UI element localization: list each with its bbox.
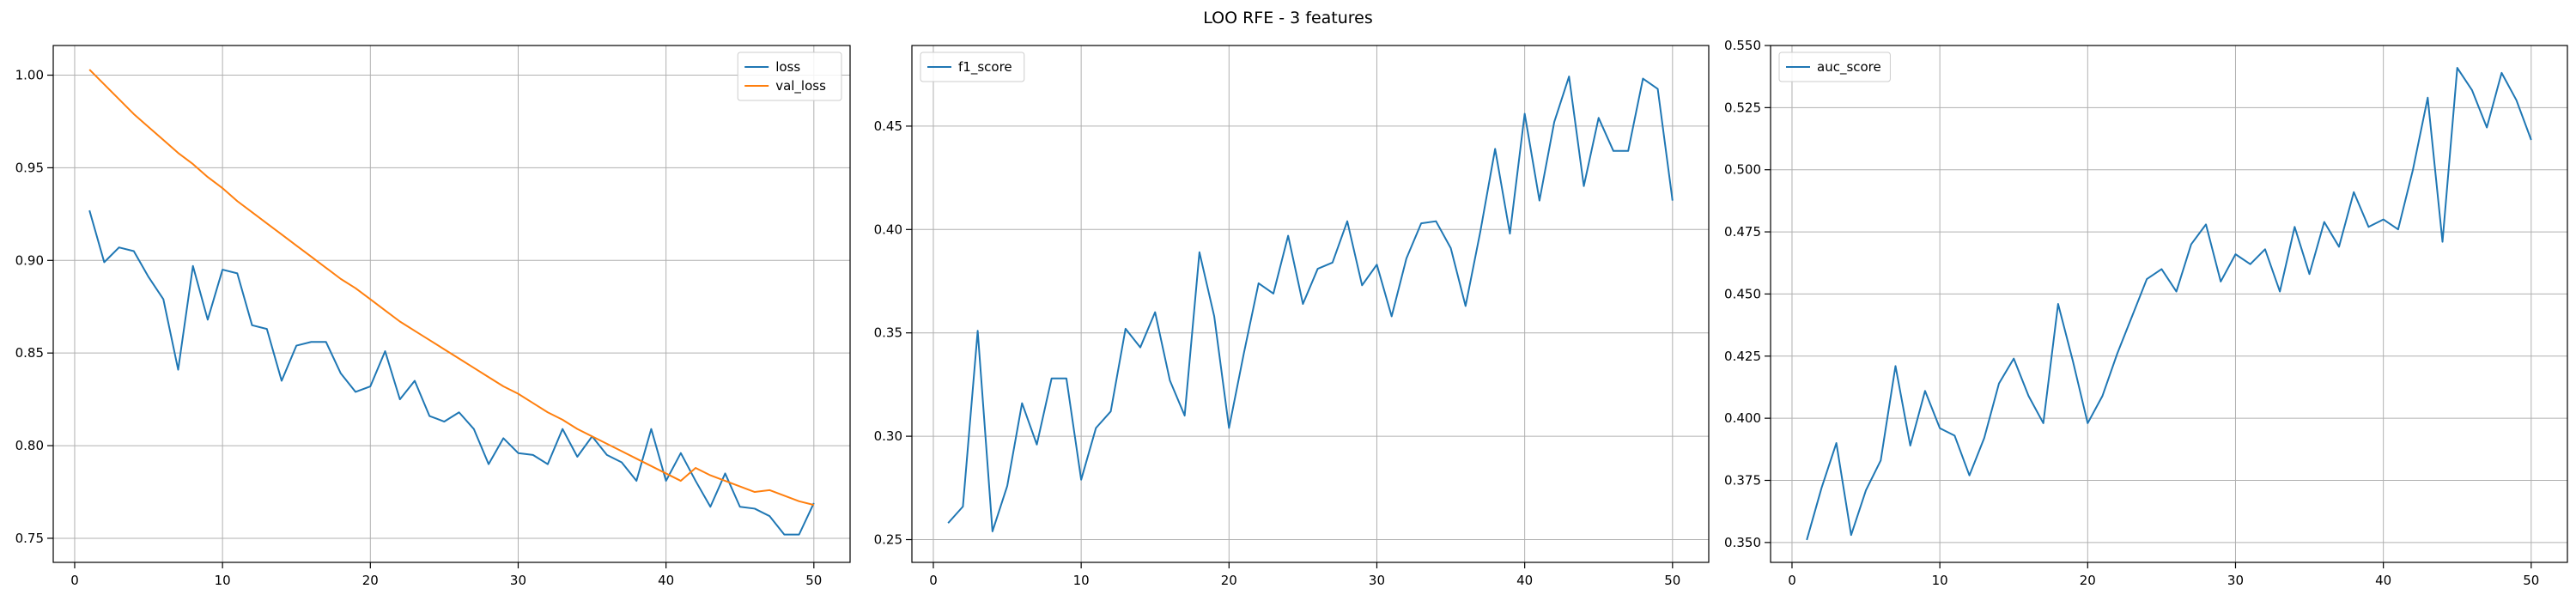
chart-0-y-tick-label-4: 0.95	[15, 160, 44, 175]
chart-0-series-line-loss	[88, 209, 815, 536]
chart-1-x-tick-label-5: 50	[1664, 573, 1680, 588]
loss-chart-panel: 0 10 20 30 40 50 0.75 0.80 0.85 0.90 0.95 1.00 loss v…	[15, 45, 851, 588]
chart-1-axes-frame	[911, 45, 1710, 563]
chart-1-y-tick-label-3: 0.40	[874, 222, 902, 237]
chart-2-legend-label-auc-score: auc_score	[1817, 59, 1881, 76]
chart-0-legend-label-val-loss: val_loss	[775, 78, 826, 94]
chart-1-x-tick-label-1: 10	[1073, 573, 1090, 588]
chart-1-x-tick-label-2: 20	[1221, 573, 1237, 588]
chart-2-y-tick-label-3: 0.425	[1724, 349, 1761, 364]
chart-0-y-tick-label-0: 0.75	[15, 531, 44, 546]
chart-2-x-tick-label-1: 10	[1932, 573, 1948, 588]
chart-1-legend: f1_score	[920, 52, 1025, 82]
chart-2-y-tick-label-0: 0.350	[1724, 535, 1761, 550]
chart-1-y-tick-label-4: 0.45	[874, 118, 902, 134]
chart-1-x-tick-label-3: 30	[1369, 573, 1385, 588]
chart-0-legend-box	[737, 52, 842, 101]
chart-0-x-tick-label-1: 10	[215, 573, 231, 588]
chart-2-y-tick-label-1: 0.375	[1724, 472, 1761, 488]
chart-2-x-tick-label-5: 50	[2523, 573, 2539, 588]
chart-0-x-tick-label-5: 50	[805, 573, 822, 588]
chart-0-legend-label-loss: loss	[775, 59, 800, 75]
chart-1-legend-label-f1-score: f1_score	[958, 59, 1012, 76]
chart-2-y-tick-label-2: 0.400	[1724, 410, 1761, 426]
chart-1-series-line-f1-score	[947, 76, 1674, 532]
chart-2-x-tick-label-4: 40	[2375, 573, 2391, 588]
chart-2-x-tick-label-0: 0	[1788, 573, 1796, 588]
chart-1-x-tick-label-0: 0	[929, 573, 938, 588]
chart-1-x-tick-label-4: 40	[1516, 573, 1533, 588]
chart-1-y-tick-label-1: 0.30	[874, 428, 902, 444]
chart-0-y-tick-label-2: 0.85	[15, 345, 44, 361]
chart-0-legend: loss val_loss	[737, 52, 842, 101]
chart-0-y-tick-label-5: 1.00	[15, 68, 44, 83]
chart-0-x-tick-label-2: 20	[362, 573, 379, 588]
chart-2-y-tick-label-6: 0.500	[1724, 162, 1761, 178]
chart-2-y-tick-label-4: 0.450	[1724, 286, 1761, 301]
chart-0-y-tick-label-3: 0.90	[15, 252, 44, 268]
chart-0-x-tick-label-0: 0	[70, 573, 79, 588]
chart-0-series-line-val-loss	[88, 69, 815, 507]
chart-2-legend-box	[1778, 52, 1891, 82]
chart-2-x-tick-label-2: 20	[2080, 573, 2096, 588]
chart-0-x-tick-label-3: 30	[510, 573, 526, 588]
chart-2-y-tick-label-8: 0.550	[1724, 38, 1761, 53]
chart-1-legend-box	[920, 52, 1025, 82]
auc-score-chart-panel: 0 10 20 30 40 50 0.350 0.375 0.400 0.425 0.450 0.47…	[1724, 38, 2568, 588]
chart-0-axes-frame	[52, 45, 851, 563]
chart-2-y-tick-label-5: 0.475	[1724, 224, 1761, 240]
chart-2-legend: auc_score	[1778, 52, 1891, 82]
chart-1-y-tick-label-2: 0.35	[874, 325, 902, 341]
chart-0-x-tick-label-4: 40	[658, 573, 674, 588]
f1-score-chart-panel: 0 10 20 30 40 50 0.25 0.30 0.35 0.40 0.45 f1_score	[874, 45, 1710, 588]
chart-2-x-tick-label-3: 30	[2227, 573, 2244, 588]
chart-2-series-line-auc-score	[1806, 67, 2532, 541]
chart-1-y-tick-label-0: 0.25	[874, 532, 902, 548]
chart-0-y-tick-label-1: 0.80	[15, 438, 44, 453]
figure-suptitle: LOO RFE - 3 features	[1203, 9, 1373, 27]
chart-2-axes-frame	[1770, 45, 2568, 563]
chart-2-y-tick-label-7: 0.525	[1724, 100, 1761, 115]
